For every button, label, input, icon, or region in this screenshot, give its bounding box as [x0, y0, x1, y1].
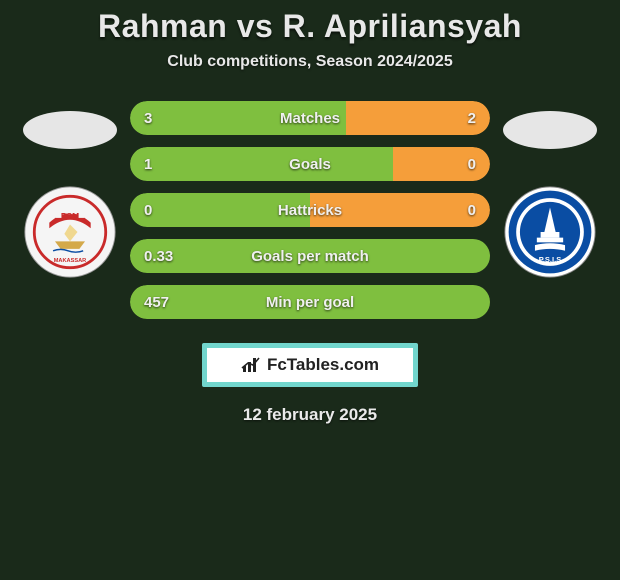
stat-bar-matches: 3Matches2 — [130, 101, 490, 135]
right-club-badge: P.S.I.S — [503, 185, 597, 279]
main-row: PSM MAKASSAR 3Matches2 1Goals0 0Hattricks0… — [0, 101, 620, 319]
psm-badge-icon: PSM MAKASSAR — [23, 185, 117, 279]
page-title: Rahman vs R. Apriliansyah — [0, 8, 620, 45]
bar-left-segment — [130, 285, 490, 319]
date-text: 12 february 2025 — [0, 405, 620, 425]
psm-text: PSM — [61, 211, 79, 221]
bar-right-segment — [310, 193, 490, 227]
brand-text: FcTables.com — [267, 355, 379, 375]
bar-left-segment — [130, 193, 310, 227]
stat-bar-goals: 1Goals0 — [130, 147, 490, 181]
bar-left-segment — [130, 147, 393, 181]
bar-right-segment — [393, 147, 490, 181]
stat-bar-min-per-goal: 457Min per goal — [130, 285, 490, 319]
bar-right-segment — [346, 101, 490, 135]
bar-left-segment — [130, 239, 490, 273]
comparison-infographic: Rahman vs R. Apriliansyah Club competiti… — [0, 0, 620, 425]
right-player-column: P.S.I.S — [490, 101, 610, 279]
stat-bar-goals-per-match: 0.33Goals per match — [130, 239, 490, 273]
psis-badge-icon: P.S.I.S — [503, 185, 597, 279]
makassar-text: MAKASSAR — [54, 258, 87, 264]
left-player-column: PSM MAKASSAR — [10, 101, 130, 279]
stats-bars: 3Matches2 1Goals0 0Hattricks0 0.33Goals per… — [130, 101, 490, 319]
bar-left-segment — [130, 101, 346, 135]
right-player-oval — [503, 111, 597, 149]
left-club-badge: PSM MAKASSAR — [23, 185, 117, 279]
left-player-oval — [23, 111, 117, 149]
stat-bar-hattricks: 0Hattricks0 — [130, 193, 490, 227]
subtitle: Club competitions, Season 2024/2025 — [0, 53, 620, 71]
brand-box: FcTables.com — [202, 343, 418, 387]
bar-chart-icon — [241, 356, 261, 374]
psis-text: P.S.I.S — [539, 255, 561, 264]
